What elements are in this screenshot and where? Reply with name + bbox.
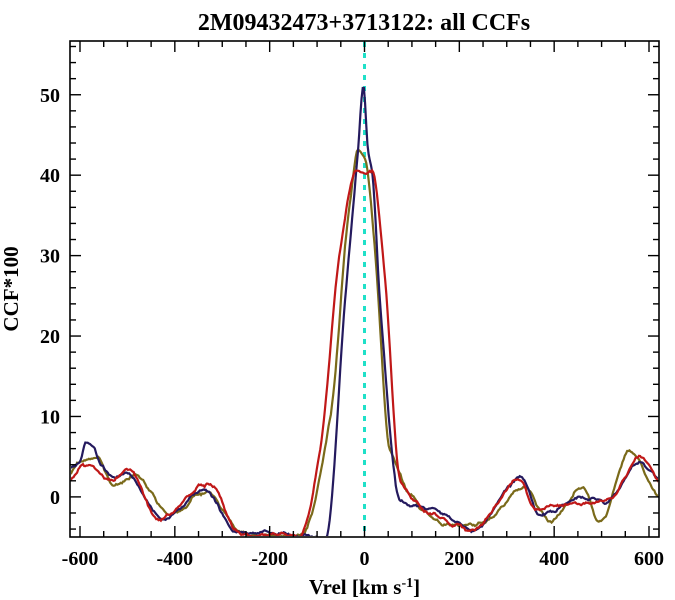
svg-text:40: 40 bbox=[40, 165, 60, 187]
svg-text:50: 50 bbox=[40, 85, 60, 107]
svg-text:10: 10 bbox=[40, 407, 60, 429]
svg-text:200: 200 bbox=[444, 548, 474, 570]
svg-text:-200: -200 bbox=[251, 548, 288, 570]
svg-text:CCF*100: CCF*100 bbox=[0, 246, 23, 331]
svg-text:0: 0 bbox=[360, 548, 370, 570]
svg-text:Vrel [km s-1]: Vrel [km s-1] bbox=[309, 575, 420, 599]
svg-text:2M09432473+3713122: all CCFs: 2M09432473+3713122: all CCFs bbox=[198, 10, 530, 36]
svg-text:600: 600 bbox=[634, 548, 664, 570]
svg-text:0: 0 bbox=[50, 487, 60, 509]
svg-text:20: 20 bbox=[40, 326, 60, 348]
svg-text:400: 400 bbox=[539, 548, 569, 570]
svg-text:-600: -600 bbox=[62, 548, 99, 570]
svg-text:-400: -400 bbox=[156, 548, 193, 570]
svg-text:30: 30 bbox=[40, 246, 60, 268]
